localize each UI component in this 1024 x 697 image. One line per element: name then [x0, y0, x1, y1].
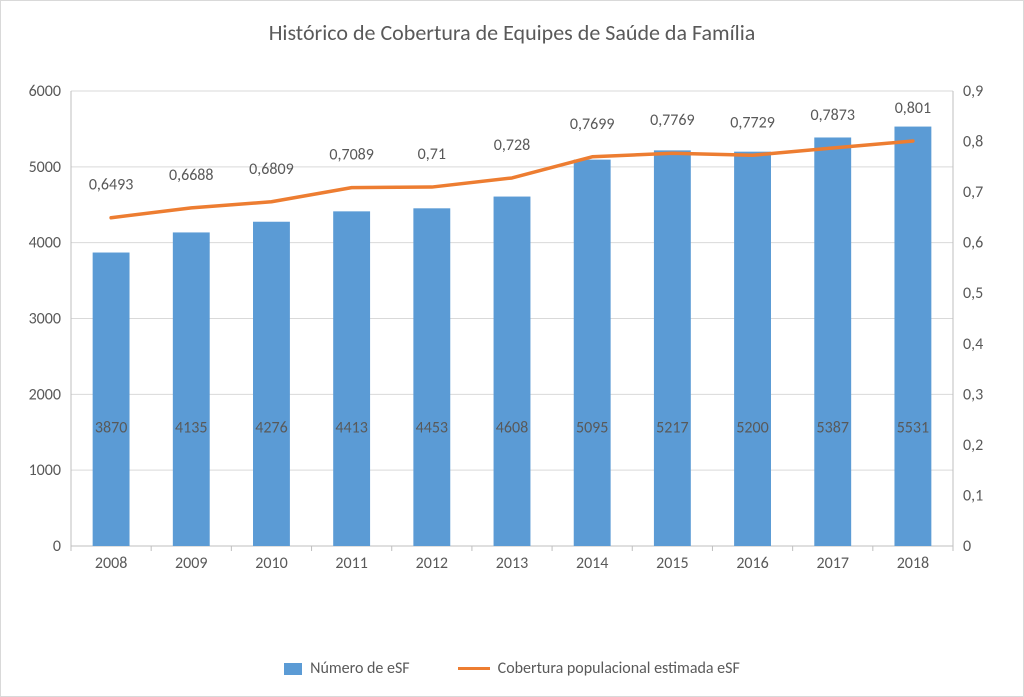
chart-title: Histórico de Cobertura de Equipes de Saú…: [1, 19, 1023, 46]
ytick-left-label: 3000: [29, 310, 61, 329]
bar-data-label: 5217: [656, 418, 688, 437]
legend-item-line: Cobertura populacional estimada eSF: [458, 659, 740, 678]
ytick-right-label: 0,5: [963, 284, 983, 303]
line-data-label: 0,7769: [650, 111, 695, 130]
plot-area: 010002000300040005000600000,10,20,30,40,…: [71, 91, 953, 576]
ytick-left-label: 5000: [29, 158, 61, 177]
xtick-label: 2013: [496, 554, 528, 573]
bar: [734, 152, 771, 546]
line-data-label: 0,6809: [249, 160, 294, 179]
bar-data-label: 5387: [817, 418, 849, 437]
bar-data-label: 3870: [95, 418, 127, 437]
ytick-right-label: 0,2: [963, 436, 983, 455]
bar: [93, 253, 130, 546]
bar-data-label: 5095: [576, 418, 608, 437]
plot-svg: 010002000300040005000600000,10,20,30,40,…: [71, 91, 953, 576]
legend-swatch-line: [458, 667, 490, 670]
legend-label-bars: Número de eSF: [310, 659, 410, 678]
xtick-label: 2012: [416, 554, 448, 573]
ytick-left-label: 6000: [29, 82, 61, 101]
bar-data-label: 4276: [255, 418, 287, 437]
line-data-label: 0,6493: [89, 176, 134, 195]
legend-label-line: Cobertura populacional estimada eSF: [498, 659, 740, 678]
bar-data-label: 5531: [897, 418, 929, 437]
bar: [654, 150, 691, 546]
legend-swatch-bar: [284, 663, 302, 675]
line-data-label: 0,7699: [570, 115, 615, 134]
ytick-left-label: 1000: [29, 461, 61, 480]
bar: [814, 137, 851, 546]
line-data-label: 0,6688: [169, 166, 214, 185]
ytick-right-label: 0,4: [963, 335, 983, 354]
ytick-left-label: 4000: [29, 234, 61, 253]
legend: Número de eSF Cobertura populacional est…: [1, 659, 1023, 678]
xtick-label: 2016: [736, 554, 768, 573]
bar: [253, 222, 290, 546]
bar-data-label: 4135: [175, 418, 207, 437]
xtick-label: 2018: [897, 554, 929, 573]
xtick-label: 2008: [95, 554, 127, 573]
bar: [494, 197, 531, 546]
bar-data-label: 4413: [335, 418, 367, 437]
bar-data-label: 4608: [496, 418, 528, 437]
xtick-label: 2009: [175, 554, 207, 573]
bar-data-label: 5200: [736, 418, 768, 437]
xtick-label: 2014: [576, 554, 608, 573]
line-data-label: 0,7873: [810, 106, 855, 125]
ytick-right-label: 0,3: [963, 385, 983, 404]
bar-data-label: 4453: [416, 418, 448, 437]
line-data-label: 0,728: [494, 136, 530, 155]
ytick-left-label: 2000: [29, 385, 61, 404]
ytick-right-label: 0,7: [963, 183, 983, 202]
line-data-label: 0,7089: [329, 146, 374, 165]
line-data-label: 0,801: [895, 99, 931, 118]
bar: [413, 208, 450, 546]
xtick-label: 2015: [656, 554, 688, 573]
xtick-label: 2010: [255, 554, 287, 573]
ytick-right-label: 0,8: [963, 133, 983, 152]
legend-item-bars: Número de eSF: [284, 659, 410, 678]
bar: [574, 160, 611, 546]
ytick-right-label: 0,1: [963, 486, 983, 505]
ytick-right-label: 0,6: [963, 234, 983, 253]
ytick-left-label: 0: [53, 537, 61, 556]
bar: [173, 232, 210, 546]
line-data-label: 0,7729: [730, 113, 775, 132]
ytick-right-label: 0: [963, 537, 971, 556]
bar: [333, 211, 370, 546]
xtick-label: 2011: [335, 554, 367, 573]
bar: [894, 127, 931, 546]
chart-frame: Histórico de Cobertura de Equipes de Saú…: [0, 0, 1024, 697]
line-data-label: 0,71: [418, 145, 446, 164]
ytick-right-label: 0,9: [963, 82, 983, 101]
xtick-label: 2017: [817, 554, 849, 573]
